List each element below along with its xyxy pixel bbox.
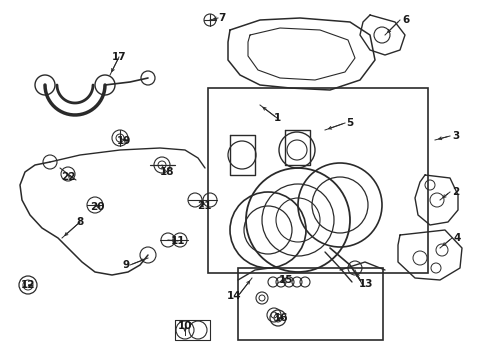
Text: 8: 8 <box>76 217 84 227</box>
Text: 20: 20 <box>90 202 104 212</box>
Text: 17: 17 <box>112 52 126 62</box>
Text: 21: 21 <box>197 201 211 211</box>
Text: 10: 10 <box>178 321 192 331</box>
Bar <box>208 88 428 273</box>
Text: 11: 11 <box>171 236 185 246</box>
Text: 18: 18 <box>160 167 174 177</box>
Text: 6: 6 <box>402 15 410 25</box>
Text: 1: 1 <box>273 113 281 123</box>
Text: 15: 15 <box>279 275 293 285</box>
Text: 16: 16 <box>274 313 288 323</box>
Text: 13: 13 <box>359 279 373 289</box>
Text: 12: 12 <box>21 280 35 290</box>
Text: 22: 22 <box>61 172 75 182</box>
Text: 4: 4 <box>453 233 461 243</box>
Text: 3: 3 <box>452 131 460 141</box>
Text: 14: 14 <box>227 291 241 301</box>
Text: 7: 7 <box>219 13 226 23</box>
Text: 2: 2 <box>452 187 460 197</box>
Bar <box>238 268 383 340</box>
Text: 9: 9 <box>122 260 129 270</box>
Text: 5: 5 <box>346 118 354 128</box>
Text: 19: 19 <box>117 136 131 146</box>
